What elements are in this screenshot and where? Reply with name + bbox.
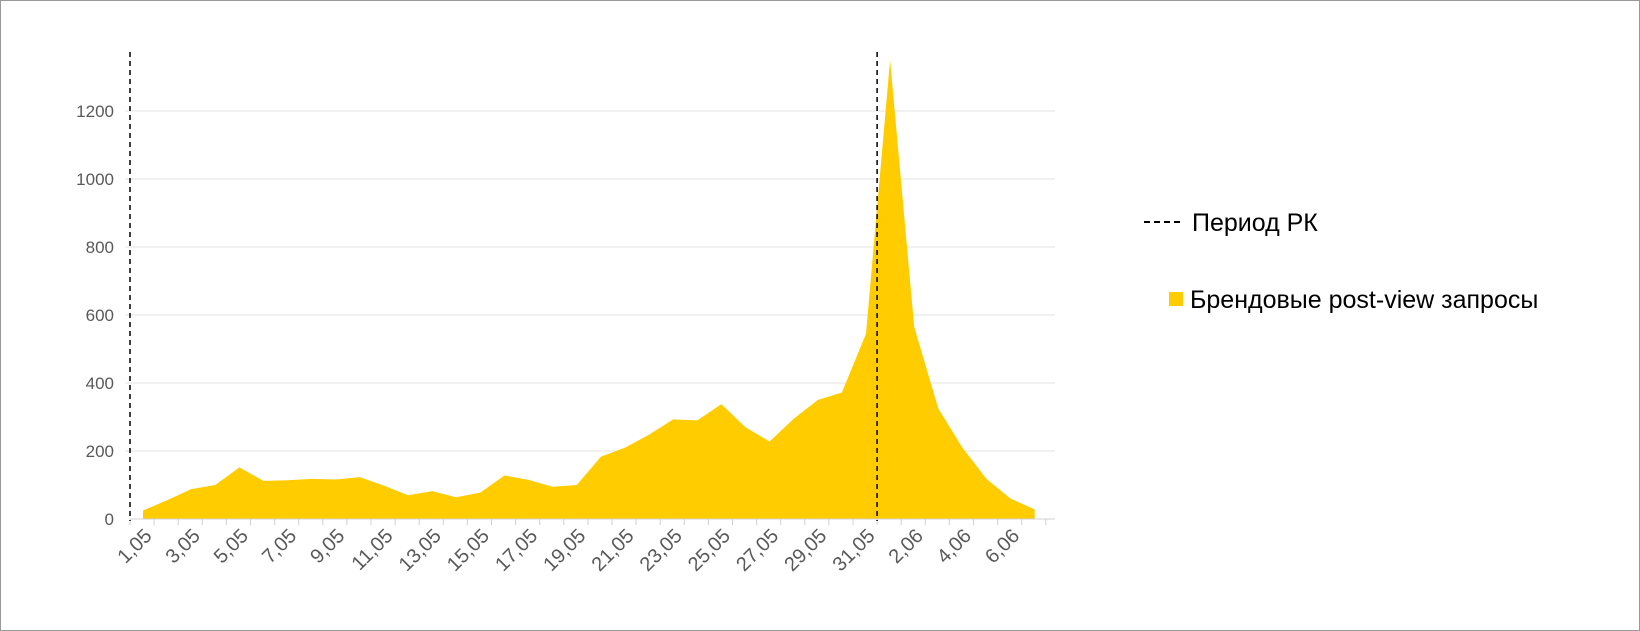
x-tick-label: 4,06 <box>933 525 976 568</box>
x-tick-label: 13,05 <box>395 525 446 576</box>
period-markers <box>129 52 878 521</box>
y-axis-ticks: 0 200 400 600 800 1000 1200 <box>76 102 114 529</box>
y-tick-label: 400 <box>86 374 114 393</box>
x-tick-label: 29,05 <box>780 525 831 576</box>
legend-item-period: Период РК <box>1144 209 1318 237</box>
x-tick-label: 3,05 <box>162 525 205 568</box>
x-tick-label: 7,05 <box>258 525 301 568</box>
y-tick-label: 600 <box>86 306 114 325</box>
x-tick-label: 15,05 <box>443 525 494 576</box>
legend: Период РК Брендовые post-view запросы <box>1144 209 1538 314</box>
y-tick-label: 0 <box>105 510 114 529</box>
x-tick-label: 31,05 <box>829 525 880 576</box>
x-tick-label: 2,06 <box>885 525 928 568</box>
series-area-fill <box>143 60 1035 519</box>
x-tick-label: 1,05 <box>113 525 156 568</box>
x-tick-label: 9,05 <box>306 525 349 568</box>
x-tick-label: 17,05 <box>491 525 542 576</box>
x-axis-ticks: 1,05 3,05 5,05 7,05 9,0511,0513,0515,0517,05… <box>113 519 1047 576</box>
x-tick-label: 11,05 <box>348 525 398 575</box>
y-tick-label: 1000 <box>76 170 114 189</box>
y-tick-label: 1200 <box>76 102 114 121</box>
x-tick-label: 21,05 <box>588 525 639 576</box>
legend-label-brand-queries: Брендовые post-view запросы <box>1190 286 1538 314</box>
x-tick-label: 19,05 <box>539 525 590 576</box>
x-tick-label: 25,05 <box>684 525 735 576</box>
series-area <box>142 59 1035 519</box>
y-tick-label: 800 <box>86 238 114 257</box>
legend-label-period: Период РК <box>1192 209 1318 237</box>
legend-item-brand-queries: Брендовые post-view запросы <box>1169 286 1538 314</box>
x-tick-label: 5,05 <box>210 525 253 568</box>
y-tick-label: 200 <box>86 442 114 461</box>
x-tick-label: 6,06 <box>981 525 1024 568</box>
legend-square-symbol <box>1169 292 1183 306</box>
x-tick-label: 27,05 <box>732 525 783 576</box>
x-tick-label: 23,05 <box>636 525 687 576</box>
